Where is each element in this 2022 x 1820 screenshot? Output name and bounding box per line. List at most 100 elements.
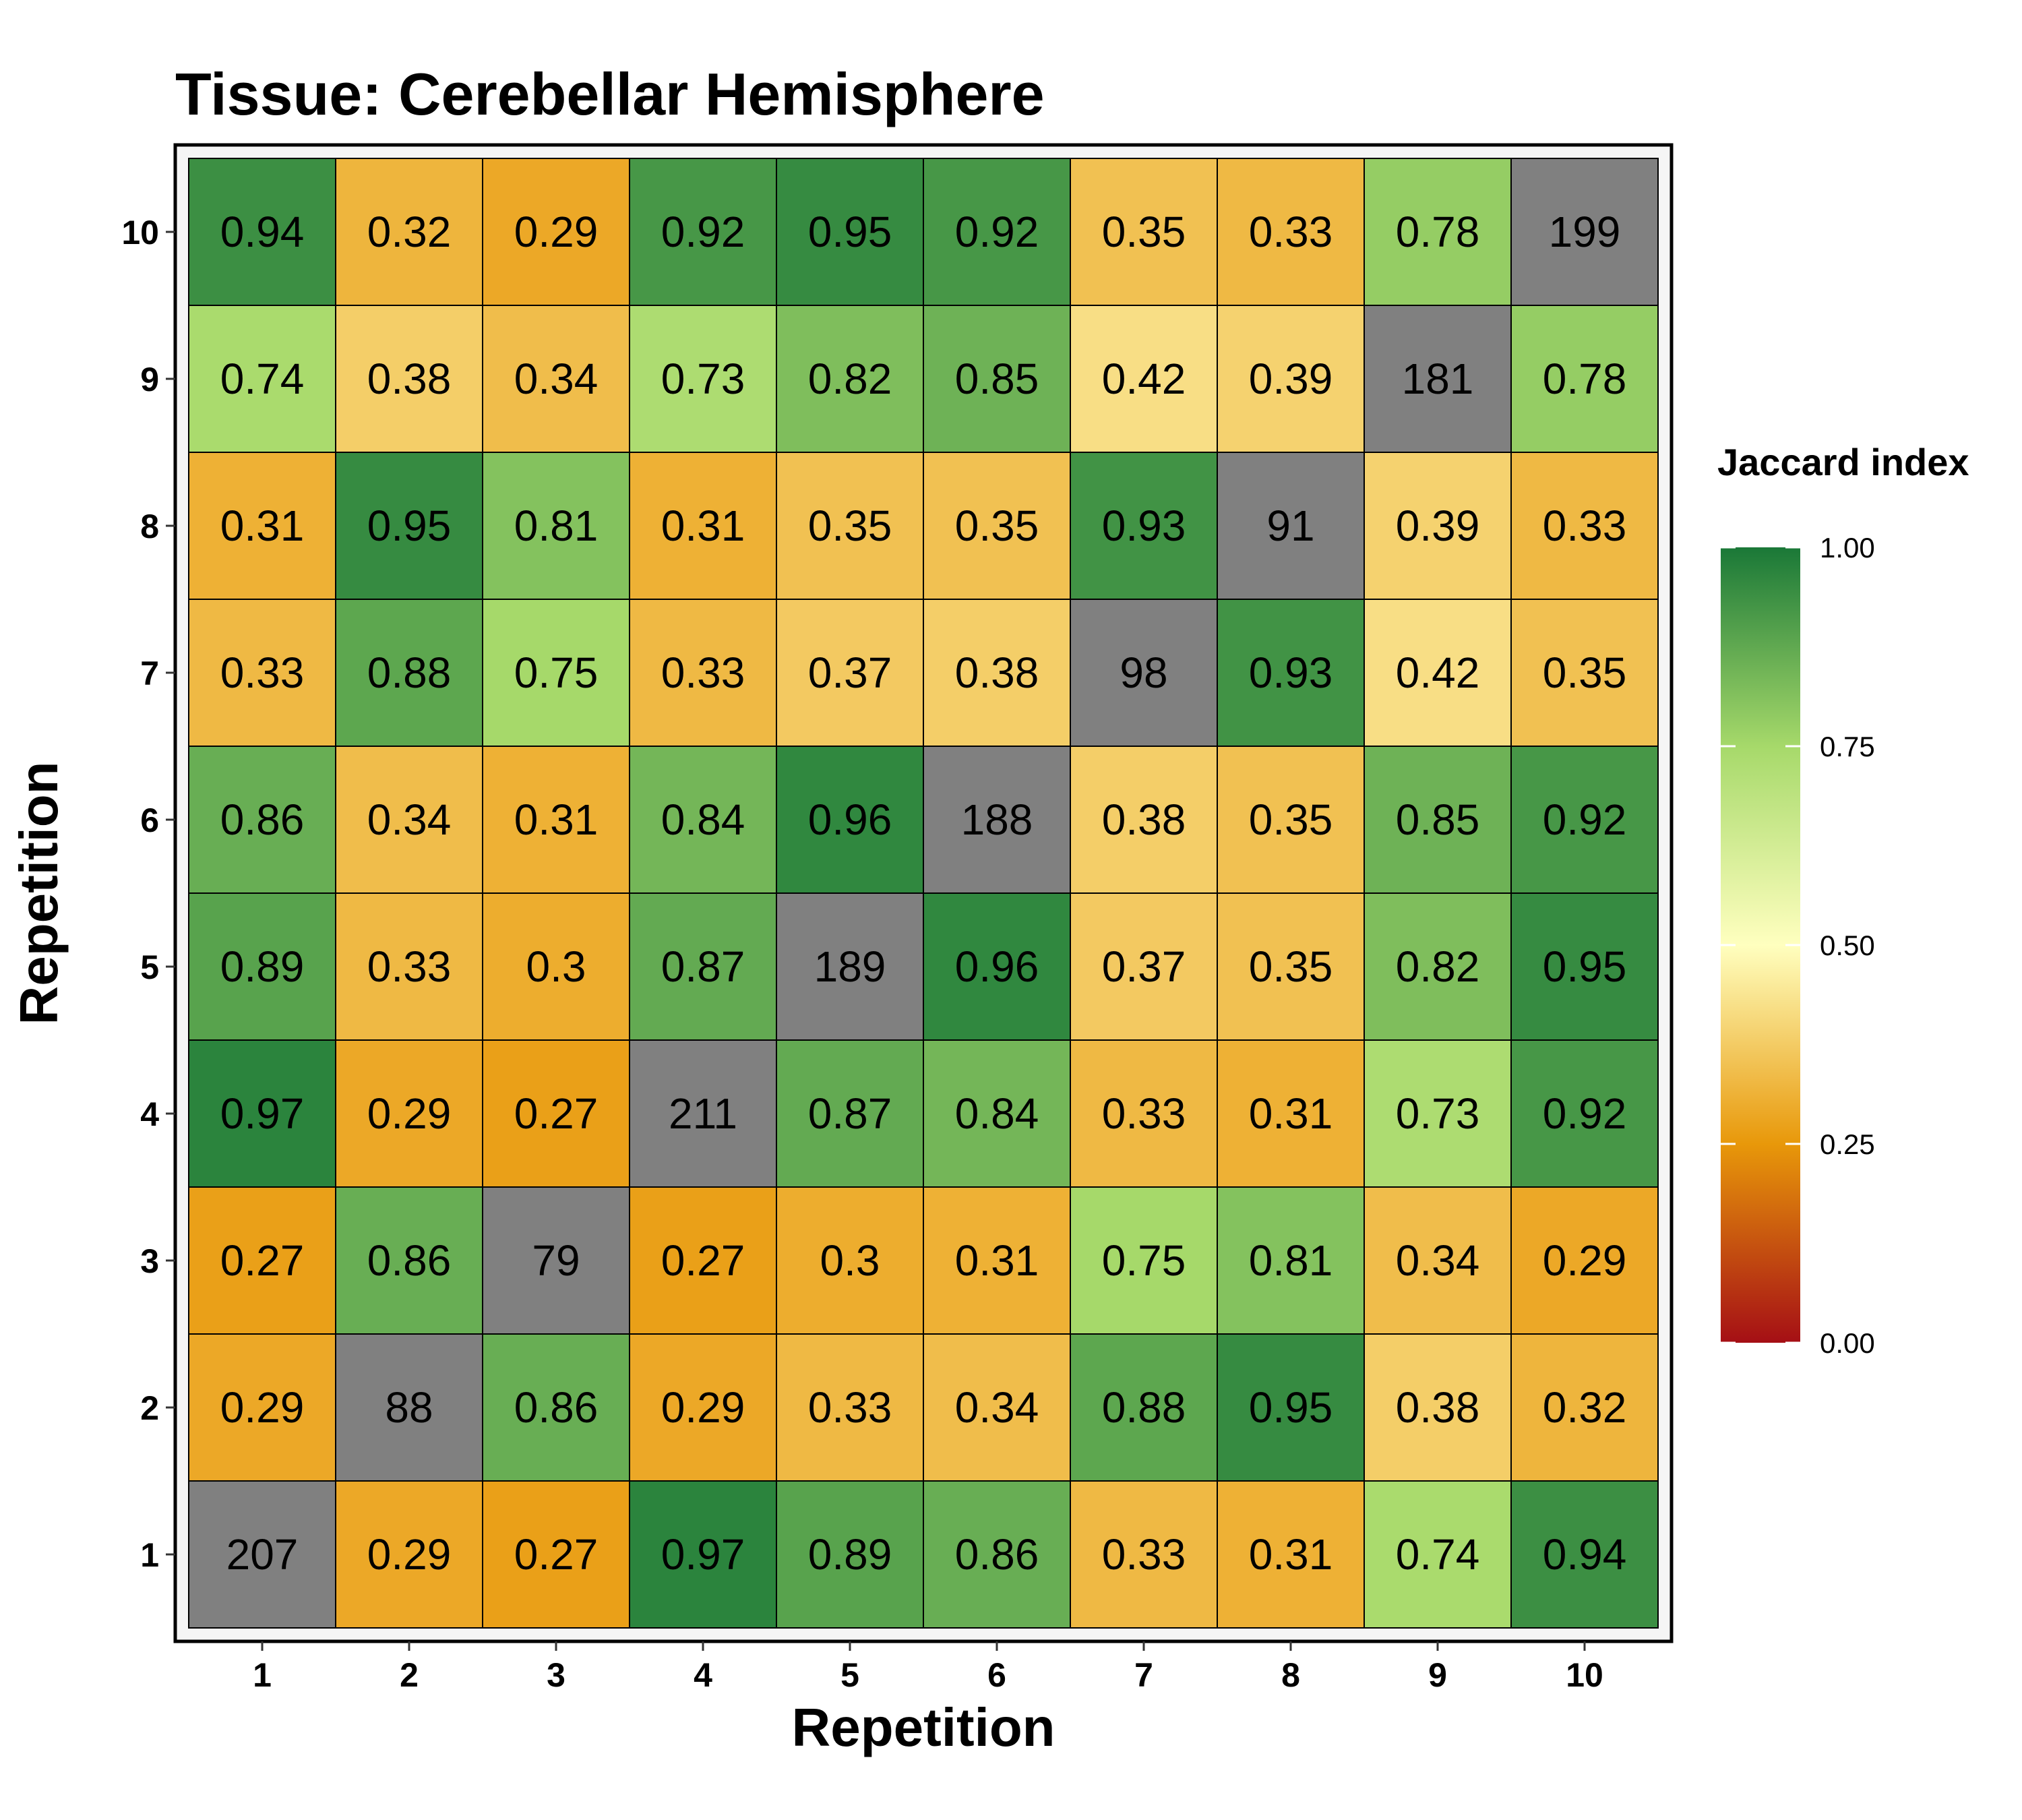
cell-label: 189 — [814, 942, 886, 991]
heatmap-cell — [629, 746, 777, 894]
cell-label: 211 — [669, 1089, 737, 1138]
heatmap-cell — [776, 599, 924, 747]
heatmap-cell — [482, 452, 630, 600]
cell-label: 0.97 — [661, 1530, 745, 1579]
cell-label: 0.33 — [220, 648, 305, 697]
heatmap-cell — [923, 599, 1071, 747]
heatmap-cell — [1510, 1480, 1659, 1629]
cell-label: 0.95 — [1543, 942, 1627, 991]
cell-label: 0.39 — [1396, 502, 1480, 550]
x-tick-label: 5 — [840, 1656, 859, 1694]
cell-label: 0.86 — [514, 1383, 599, 1432]
y-tick-label: 10 — [121, 214, 159, 251]
heatmap-cell — [1217, 599, 1365, 747]
heatmap-cell — [923, 892, 1071, 1041]
cell-label: 0.3 — [820, 1236, 880, 1285]
cell-label: 0.29 — [514, 208, 599, 256]
cell-label: 0.89 — [808, 1530, 892, 1579]
cell-label: 0.29 — [367, 1089, 452, 1138]
heatmap-cell — [1510, 452, 1659, 600]
cell-label: 199 — [1549, 208, 1621, 256]
heatmap-cell — [629, 158, 777, 306]
y-tick-label: 8 — [140, 508, 159, 545]
cell-label: 0.34 — [955, 1383, 1039, 1432]
cell-label: 0.34 — [514, 355, 599, 403]
heatmap-cell — [188, 452, 336, 600]
cell-label: 0.86 — [955, 1530, 1039, 1579]
heatmap-cell — [629, 452, 777, 600]
cell-label: 0.94 — [220, 208, 305, 256]
heatmap-cell — [1364, 158, 1512, 306]
x-tick-label: 6 — [987, 1656, 1006, 1694]
cell-label: 0.93 — [1249, 648, 1333, 697]
cell-label: 0.38 — [1102, 795, 1186, 844]
heatmap-cell — [1070, 1039, 1218, 1188]
y-tick-label: 5 — [140, 948, 159, 986]
cell-label: 88 — [385, 1383, 433, 1432]
heatmap-cell — [1217, 1186, 1365, 1335]
heatmap-cell — [1364, 892, 1512, 1041]
heatmap-cell — [776, 452, 924, 600]
cell-label: 181 — [1402, 355, 1474, 403]
cell-label: 91 — [1266, 502, 1314, 550]
cell-label: 0.95 — [808, 208, 892, 256]
cell-label: 0.32 — [367, 208, 452, 256]
cell-label: 0.95 — [367, 502, 452, 550]
heatmap-cell — [335, 746, 483, 894]
heatmap-cells: 207 0.29 0.27 0.97 0.89 0.86 0.33 0.31 0.74 0.94 0… — [188, 158, 1659, 1629]
heatmap-cell — [1070, 1480, 1218, 1629]
heatmap-cell — [629, 1333, 777, 1482]
heatmap-cell — [923, 305, 1071, 453]
cell-label: 0.74 — [1396, 1530, 1480, 1579]
cell-label: 0.38 — [367, 355, 452, 403]
cell-label: 0.78 — [1543, 355, 1627, 403]
cell-label: 207 — [226, 1530, 299, 1579]
cell-label: 0.29 — [220, 1383, 305, 1432]
chart-title: Tissue: Cerebellar Hemisphere — [175, 61, 1045, 127]
cell-label: 0.95 — [1249, 1383, 1333, 1432]
heatmap-cell — [188, 1333, 336, 1482]
y-tick-label: 6 — [140, 801, 159, 839]
heatmap-cell — [188, 599, 336, 747]
cell-label: 0.38 — [955, 648, 1039, 697]
heatmap-cell — [776, 1039, 924, 1188]
heatmap-cell — [482, 158, 630, 306]
cell-label: 0.81 — [1249, 1236, 1333, 1285]
cell-label: 0.35 — [1102, 208, 1186, 256]
heatmap-cell — [482, 305, 630, 453]
cell-label: 0.31 — [1249, 1530, 1333, 1579]
heatmap-cell — [1217, 892, 1365, 1041]
heatmap-cell — [776, 1333, 924, 1482]
y-tick-label: 2 — [140, 1389, 159, 1427]
heatmap-cell — [482, 1480, 630, 1629]
x-tick-label: 8 — [1281, 1656, 1300, 1694]
heatmap-cell — [188, 892, 336, 1041]
cell-label: 0.75 — [1102, 1236, 1186, 1285]
cell-label: 0.35 — [808, 502, 892, 550]
heatmap-cell — [188, 158, 336, 306]
x-axis: 1 2 3 4 5 6 7 8 9 10 — [253, 1641, 1603, 1694]
cell-label: 0.37 — [1102, 942, 1186, 991]
cell-label: 0.82 — [1396, 942, 1480, 991]
cell-label: 0.35 — [955, 502, 1039, 550]
heatmap-cell — [1070, 746, 1218, 894]
cell-label: 0.29 — [367, 1530, 452, 1579]
heatmap-cell — [1364, 599, 1512, 747]
cell-label: 0.81 — [514, 502, 599, 550]
cell-label: 79 — [532, 1236, 580, 1285]
cell-label: 0.31 — [220, 502, 305, 550]
cell-label: 0.73 — [1396, 1089, 1480, 1138]
cell-label: 0.84 — [955, 1089, 1039, 1138]
x-tick-label: 7 — [1134, 1656, 1153, 1694]
cell-label: 0.74 — [220, 355, 305, 403]
y-axis-title: Repetition — [9, 761, 69, 1025]
cell-label: 0.84 — [661, 795, 745, 844]
heatmap-cell — [923, 1186, 1071, 1335]
legend-ticks: 0.00 0.25 0.50 0.75 1.00 — [1721, 532, 1875, 1359]
heatmap-cell — [1070, 1186, 1218, 1335]
cell-label: 0.33 — [808, 1383, 892, 1432]
cell-label: 0.92 — [1543, 795, 1627, 844]
cell-label: 0.35 — [1249, 795, 1333, 844]
cell-label: 0.42 — [1102, 355, 1186, 403]
